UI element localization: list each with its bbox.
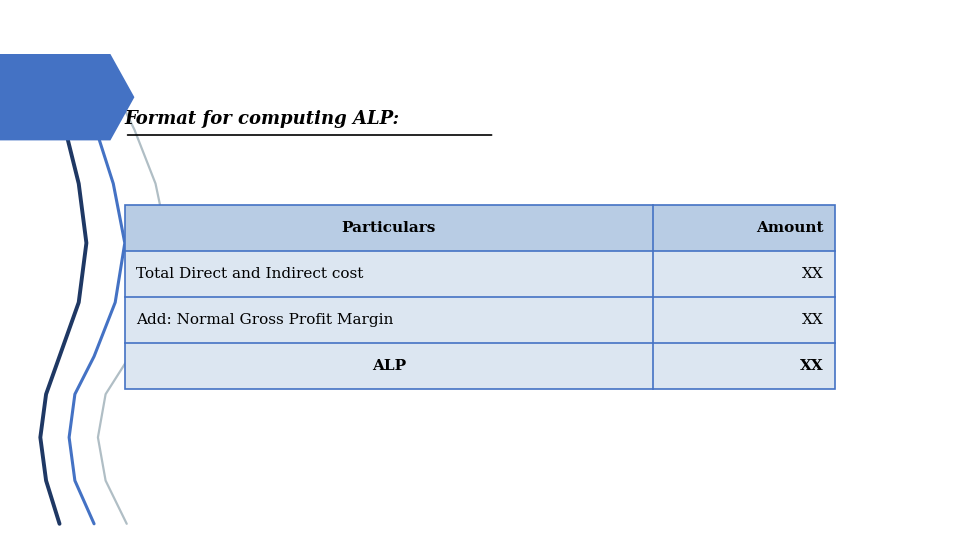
- Text: Particulars: Particulars: [342, 221, 436, 235]
- Text: Add: Normal Gross Profit Margin: Add: Normal Gross Profit Margin: [136, 313, 394, 327]
- Bar: [125, 297, 835, 343]
- Bar: [125, 251, 835, 297]
- Text: Amount: Amount: [756, 221, 824, 235]
- Text: XX: XX: [800, 359, 824, 373]
- Bar: [125, 205, 835, 251]
- Bar: [125, 343, 835, 389]
- Text: XX: XX: [802, 267, 824, 281]
- Text: Total Direct and Indirect cost: Total Direct and Indirect cost: [136, 267, 364, 281]
- Text: XX: XX: [802, 313, 824, 327]
- Text: Format for computing ALP:: Format for computing ALP:: [125, 110, 400, 128]
- Text: ALP: ALP: [372, 359, 406, 373]
- Polygon shape: [0, 54, 134, 140]
- Bar: [125, 205, 835, 389]
